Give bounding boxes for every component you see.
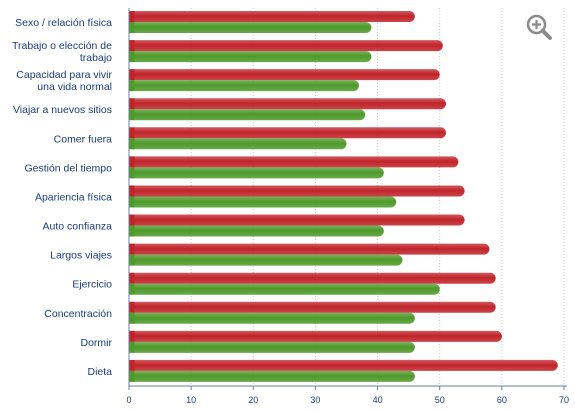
category-label: Sexo / relación física <box>15 17 112 29</box>
x-tick-label: 40 <box>373 395 383 405</box>
bar-series-2-4 <box>129 109 366 121</box>
category-label: Largos viajes <box>50 250 112 262</box>
bar-cap <box>129 69 135 81</box>
bar-cap <box>129 196 135 208</box>
x-tick-label: 30 <box>310 395 320 405</box>
bar-cap <box>129 214 135 226</box>
bars <box>129 11 558 382</box>
bar-series-1-7 <box>129 185 465 197</box>
bar-cap <box>129 138 135 150</box>
bar-series-1-12 <box>129 330 502 342</box>
zoom-in-icon[interactable] <box>525 13 553 41</box>
bar-series-1-1 <box>129 11 415 22</box>
bar-cap <box>129 272 135 284</box>
x-tick-label: 50 <box>435 395 445 405</box>
bar-cap <box>129 243 135 255</box>
bar-cap <box>129 370 135 382</box>
bar-cap <box>129 51 135 63</box>
bar-series-1-6 <box>129 156 459 168</box>
category-label: Concentración <box>44 308 112 320</box>
bar-series-2-2 <box>129 51 372 63</box>
category-label: Capacidad para vivir <box>16 69 112 81</box>
bar-series-2-12 <box>129 341 415 353</box>
bar-cap <box>129 127 135 139</box>
bar-series-2-1 <box>129 22 372 33</box>
bar-cap <box>129 40 135 52</box>
category-label: Ejercicio <box>72 279 112 291</box>
category-labels: Sexo / relación física Trabajo o elección… <box>12 17 113 378</box>
bar-cap <box>129 225 135 237</box>
bar-series-2-9 <box>129 254 403 266</box>
x-tick-label: 10 <box>186 395 196 405</box>
bar-cap <box>129 359 135 371</box>
bar-cap <box>129 185 135 197</box>
bar-series-1-13 <box>129 359 558 371</box>
category-label: Comer fuera <box>54 133 113 145</box>
bar-series-1-8 <box>129 214 465 226</box>
bar-series-2-10 <box>129 283 440 295</box>
bar-cap <box>129 167 135 179</box>
bar-series-2-13 <box>129 370 415 382</box>
category-label: Dieta <box>87 366 112 378</box>
bar-series-2-8 <box>129 225 384 237</box>
bar-cap <box>129 98 135 110</box>
bar-series-2-3 <box>129 80 359 92</box>
category-label: Gestión del tiempo <box>24 162 112 174</box>
bar-series-2-5 <box>129 138 347 150</box>
bar-series-1-10 <box>129 272 496 284</box>
bar-cap <box>129 341 135 353</box>
category-label: Dormir <box>81 337 113 349</box>
category-label: una vida normal <box>37 81 112 93</box>
bar-cap <box>129 330 135 342</box>
bar-cap <box>129 283 135 295</box>
bar-series-2-11 <box>129 312 415 324</box>
x-tick-label: 70 <box>559 395 569 405</box>
bar-series-2-7 <box>129 196 397 208</box>
category-label: Apariencia física <box>35 191 112 203</box>
bar-series-1-11 <box>129 301 496 313</box>
x-tick-label: 0 <box>126 395 131 405</box>
category-label: Trabajo o elección de <box>12 40 112 52</box>
bar-series-1-4 <box>129 98 446 110</box>
category-label: Auto confianza <box>43 221 113 233</box>
bar-series-2-6 <box>129 167 384 179</box>
x-axis: 0 10 20 30 40 50 60 70 <box>126 8 569 405</box>
bar-cap <box>129 11 135 22</box>
bar-cap <box>129 156 135 168</box>
bar-series-1-5 <box>129 127 446 139</box>
bar-series-1-3 <box>129 69 440 81</box>
bar-cap <box>129 109 135 121</box>
bar-cap <box>129 301 135 313</box>
x-tick-label: 20 <box>248 395 258 405</box>
bar-series-1-9 <box>129 243 490 255</box>
bar-cap <box>129 80 135 92</box>
category-label: trabajo <box>80 52 112 64</box>
bar-cap <box>129 254 135 266</box>
category-label: Viajar a nuevos sitios <box>13 104 112 116</box>
x-tick-label: 60 <box>497 395 507 405</box>
bar-series-1-2 <box>129 40 443 52</box>
bar-cap <box>129 22 135 33</box>
bar-cap <box>129 312 135 324</box>
